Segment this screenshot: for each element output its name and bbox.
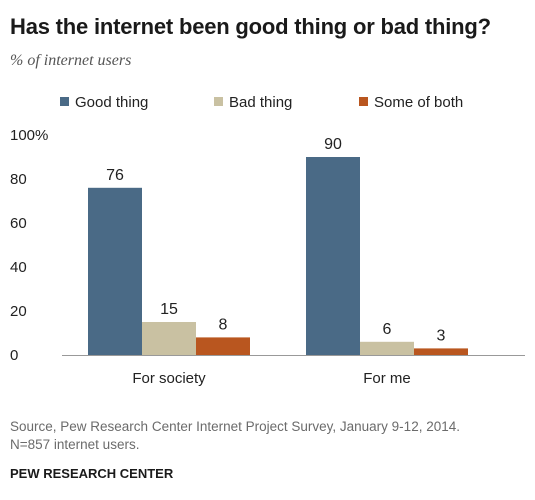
legend-swatch-good-thing <box>60 97 69 106</box>
bar-for-me-bad-thing <box>360 341 414 355</box>
source-line-2: N=857 internet users. <box>10 437 140 452</box>
y-tick-label-20: 20 <box>10 303 27 320</box>
bar-chart: Good thing Bad thing Some of both 0 20 40 60 80… <box>10 94 525 387</box>
x-tick-label-for-society: For society <box>132 370 206 387</box>
data-label-for-me-some-of-both: 3 <box>437 327 446 344</box>
legend-swatch-some-of-both <box>359 97 368 106</box>
y-tick-label-40: 40 <box>10 259 27 276</box>
source-note: Source, Pew Research Center Internet Pro… <box>10 418 525 454</box>
data-label-for-me-good-thing: 90 <box>324 136 342 153</box>
legend-label-some-of-both: Some of both <box>374 94 463 111</box>
chart-title: Has the internet been good thing or bad … <box>10 14 491 39</box>
bar-for-society-bad-thing <box>142 322 196 355</box>
legend-label-good-thing: Good thing <box>75 94 148 111</box>
bar-for-me-good-thing <box>306 157 360 355</box>
bar-for-society-some-of-both <box>196 337 250 355</box>
source-line-1: Source, Pew Research Center Internet Pro… <box>10 419 460 434</box>
data-label-for-me-bad-thing: 6 <box>383 321 392 338</box>
bar-for-me-some-of-both <box>414 348 468 355</box>
data-label-for-society-some-of-both: 8 <box>219 316 228 333</box>
x-tick-label-for-me: For me <box>363 370 411 387</box>
y-tick-label-0: 0 <box>10 347 18 364</box>
chart-subtitle: % of internet users <box>10 52 132 69</box>
bar-for-society-good-thing <box>88 187 142 355</box>
legend-swatch-bad-thing <box>214 97 223 106</box>
y-tick-label-60: 60 <box>10 215 27 232</box>
data-label-for-society-good-thing: 76 <box>106 167 124 184</box>
data-label-for-society-bad-thing: 15 <box>160 301 178 318</box>
legend-label-bad-thing: Bad thing <box>229 94 292 111</box>
organization-name: PEW RESEARCH CENTER <box>10 466 174 481</box>
y-tick-label-80: 80 <box>10 171 27 188</box>
y-tick-label-100: 100% <box>10 127 48 144</box>
